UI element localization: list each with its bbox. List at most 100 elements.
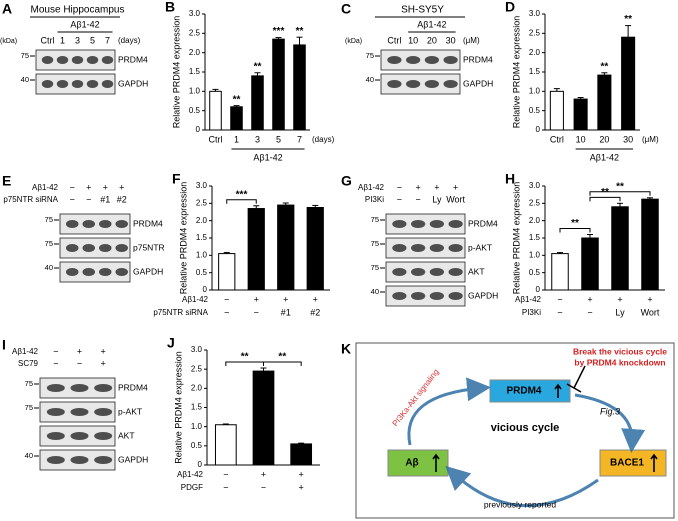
bar bbox=[581, 237, 599, 291]
panel-letter: F bbox=[172, 171, 181, 187]
band-signal bbox=[56, 56, 69, 64]
mw-marker: 75 bbox=[21, 51, 29, 60]
condition-label: p75NTR siRNA bbox=[153, 308, 208, 317]
condition-value: Ly bbox=[432, 194, 442, 204]
band-signal bbox=[70, 408, 89, 416]
band-label: p-AKT bbox=[118, 406, 142, 416]
bar bbox=[214, 424, 237, 466]
band-label: PRDM4 bbox=[463, 54, 493, 64]
significance: *** bbox=[236, 189, 248, 200]
panel-letter: G bbox=[341, 173, 352, 189]
y-tick-label: 2.0 bbox=[529, 48, 541, 57]
y-tick-label: 0.5 bbox=[189, 106, 201, 115]
column-label: 30 bbox=[446, 35, 456, 45]
condition-value: − bbox=[397, 182, 402, 192]
band-signal bbox=[86, 80, 99, 88]
band-signal bbox=[429, 268, 444, 276]
bar bbox=[573, 98, 588, 131]
band-signal bbox=[98, 220, 112, 228]
condition-label: PI3Ki bbox=[522, 308, 541, 317]
y-tick-label: 1.5 bbox=[529, 67, 541, 76]
band-signal bbox=[70, 432, 89, 440]
condition-value: − bbox=[70, 194, 75, 204]
y-tick-label: 3.0 bbox=[529, 181, 541, 190]
column-label: 7 bbox=[105, 35, 110, 45]
condition-value: + bbox=[101, 346, 106, 356]
y-tick-label: 0 bbox=[196, 125, 201, 134]
y-axis-label: Relative PRDM4 expression bbox=[173, 351, 183, 464]
y-tick-label: 1.5 bbox=[529, 233, 541, 242]
condition-value: Wort bbox=[446, 194, 465, 204]
band-label: PRDM4 bbox=[468, 218, 498, 228]
band-signal bbox=[406, 80, 421, 88]
bar bbox=[551, 253, 569, 291]
x-tick-label: Ctrl bbox=[209, 134, 223, 144]
condition-value: Wort bbox=[641, 307, 660, 317]
y-tick-label: 1.0 bbox=[529, 86, 541, 95]
band-signal bbox=[41, 80, 54, 88]
blot-band bbox=[380, 73, 461, 95]
band-signal bbox=[424, 80, 439, 88]
mw-marker: 75 bbox=[45, 239, 53, 248]
condition-value: − bbox=[557, 307, 562, 317]
column-label: 3 bbox=[75, 35, 80, 45]
band-signal bbox=[82, 220, 96, 228]
band-label: PRDM4 bbox=[118, 382, 148, 392]
unit-label: (days) bbox=[118, 36, 141, 45]
y-tick-label: 1.0 bbox=[196, 250, 208, 259]
condition-value: + bbox=[86, 182, 91, 192]
significance: ** bbox=[241, 352, 249, 363]
condition-value: + bbox=[261, 469, 266, 479]
band-label: p-AKT bbox=[468, 242, 492, 252]
condition-value: + bbox=[77, 346, 82, 356]
y-tick-label: 0.5 bbox=[191, 441, 203, 450]
y-tick-label: 1.0 bbox=[529, 250, 541, 259]
cycle-arrow bbox=[574, 393, 646, 453]
band-signal bbox=[443, 80, 458, 88]
bar bbox=[611, 206, 629, 291]
panel-letter: C bbox=[341, 1, 351, 17]
unit-label: (days) bbox=[312, 135, 335, 144]
band-signal bbox=[65, 268, 79, 276]
condition-value: + bbox=[617, 294, 622, 304]
blot-title: SH-SY5Y bbox=[401, 5, 444, 16]
band-signal bbox=[429, 244, 444, 252]
x-tick-label: 30 bbox=[623, 134, 633, 144]
mw-marker: 75 bbox=[25, 379, 33, 388]
center-label: vicious cycle bbox=[491, 422, 560, 434]
condition-value: − bbox=[224, 294, 229, 304]
group-label: Aβ1-42 bbox=[590, 152, 619, 162]
condition-value: − bbox=[224, 307, 229, 317]
bar bbox=[230, 106, 243, 131]
band-signal bbox=[71, 56, 84, 64]
y-tick-label: 0.5 bbox=[529, 268, 541, 277]
band-signal bbox=[392, 220, 407, 228]
cycle-node bbox=[599, 449, 667, 477]
y-axis-label: Relative PRDM4 expression bbox=[511, 182, 521, 295]
panel-letter: E bbox=[2, 173, 11, 189]
y-tick-label: 2.5 bbox=[529, 198, 541, 207]
condition-label: p75NTR siRNA bbox=[3, 195, 58, 204]
panel-letter: A bbox=[2, 1, 12, 17]
unit-label: (μM) bbox=[463, 36, 480, 45]
condition-value: + bbox=[103, 182, 108, 192]
condition-value: + bbox=[283, 294, 288, 304]
column-label: 10 bbox=[408, 35, 418, 45]
mw-marker: 75 bbox=[371, 263, 379, 272]
band-signal bbox=[98, 244, 112, 252]
y-tick-label: 0.5 bbox=[196, 268, 208, 277]
condition-value: #1 bbox=[100, 194, 110, 204]
band-signal bbox=[46, 456, 65, 464]
panel-letter: B bbox=[165, 0, 175, 15]
panel-letter: K bbox=[341, 341, 351, 357]
y-tick-label: 0 bbox=[536, 285, 541, 294]
y-tick-label: 1.0 bbox=[191, 422, 203, 431]
significance-bracket bbox=[589, 191, 651, 196]
x-tick-label: 1 bbox=[234, 134, 239, 144]
significance: ** bbox=[254, 61, 262, 72]
bar bbox=[247, 208, 265, 291]
band-signal bbox=[448, 220, 463, 228]
band-signal bbox=[46, 432, 65, 440]
band-signal bbox=[98, 268, 112, 276]
band-signal bbox=[46, 408, 65, 416]
